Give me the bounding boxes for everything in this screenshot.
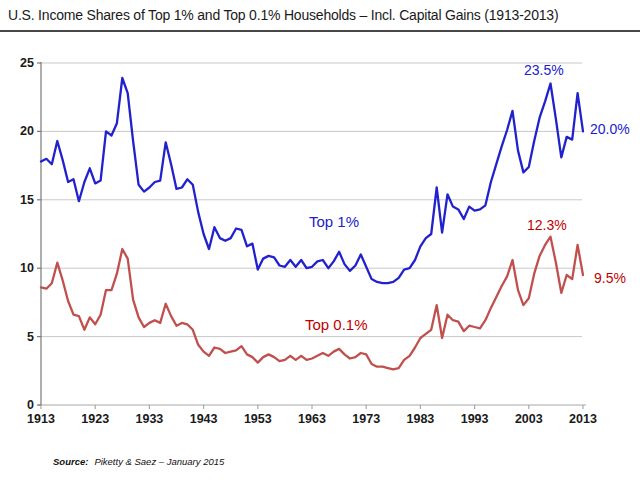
x-tick-label-2013: 2013 xyxy=(561,412,605,426)
top01-line xyxy=(41,237,583,370)
annotation-top1-peak: 23.5% xyxy=(524,62,564,78)
source-line: Source: Piketty & Saez – January 2015 xyxy=(53,456,224,467)
x-tick-label-2003: 2003 xyxy=(507,412,551,426)
x-tick-label-1993: 1993 xyxy=(453,412,497,426)
y-tick-label-25: 25 xyxy=(0,55,34,71)
x-tick-label-1973: 1973 xyxy=(344,412,388,426)
x-tick-label-1953: 1953 xyxy=(236,412,280,426)
source-label: Source: xyxy=(53,456,88,467)
series-label-top01: Top 0.1% xyxy=(305,316,368,333)
y-tick-label-15: 15 xyxy=(0,192,34,208)
y-tick-label-20: 20 xyxy=(0,123,34,139)
y-tick-label-0: 0 xyxy=(0,397,34,413)
x-tick-label-1943: 1943 xyxy=(182,412,226,426)
x-tick-label-1983: 1983 xyxy=(398,412,442,426)
annotation-top01-end: 9.5% xyxy=(594,270,626,286)
series-label-top1: Top 1% xyxy=(309,213,359,230)
y-tick-label-5: 5 xyxy=(0,329,34,345)
source-text: Piketty & Saez – January 2015 xyxy=(94,456,224,467)
slide: U.S. Income Shares of Top 1% and Top 0.1… xyxy=(0,0,640,480)
x-tick-label-1963: 1963 xyxy=(290,412,334,426)
x-tick-label-1913: 1913 xyxy=(19,412,63,426)
annotation-top1-end: 20.0% xyxy=(590,121,630,137)
annotation-top01-peak: 12.3% xyxy=(527,217,567,233)
x-tick-label-1933: 1933 xyxy=(127,412,171,426)
y-tick-label-10: 10 xyxy=(0,260,34,276)
x-tick-label-1923: 1923 xyxy=(73,412,117,426)
